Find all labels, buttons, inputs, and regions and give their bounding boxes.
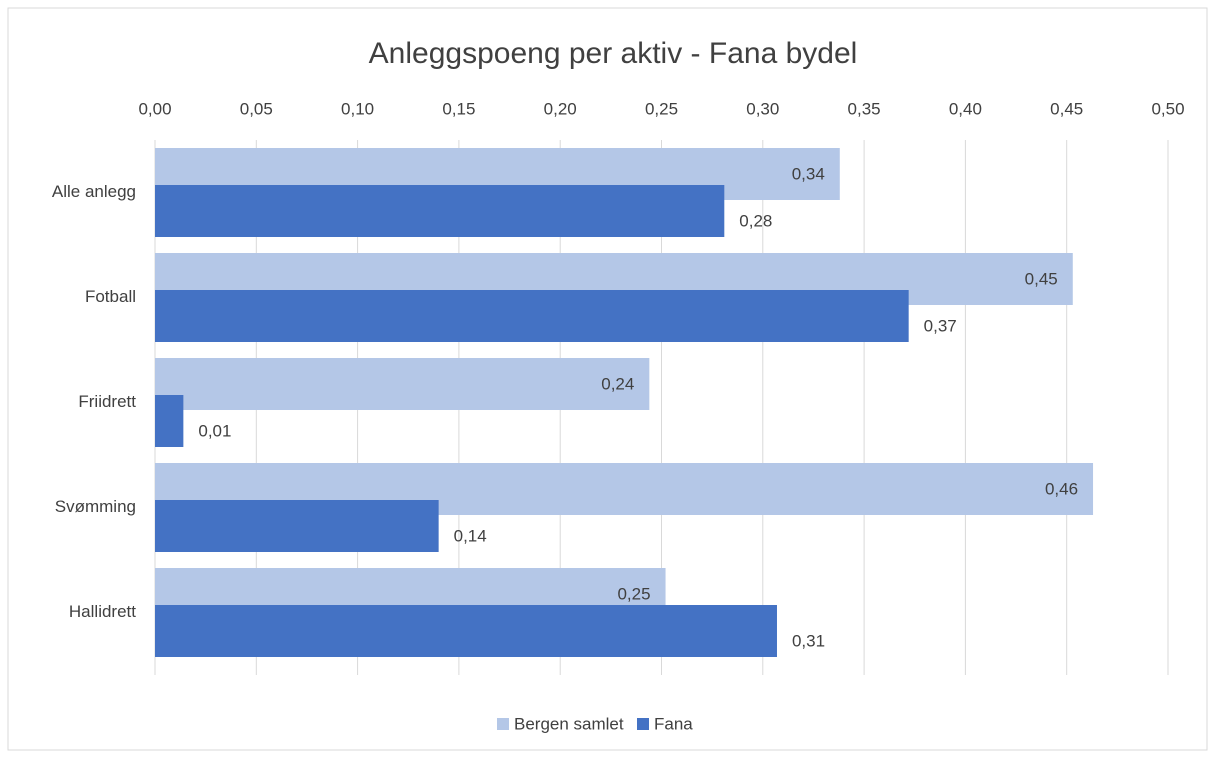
x-tick-label: 0,00 — [138, 99, 171, 118]
legend-label: Fana — [654, 714, 693, 733]
x-tick-label: 0,05 — [240, 99, 273, 118]
x-tick-label: 0,30 — [746, 99, 779, 118]
data-label: 0,45 — [1025, 269, 1058, 288]
data-label: 0,25 — [617, 584, 650, 603]
y-tick-label: Hallidrett — [69, 602, 136, 621]
data-label: 0,46 — [1045, 479, 1078, 498]
x-tick-label: 0,50 — [1151, 99, 1184, 118]
y-tick-label: Fotball — [85, 287, 136, 306]
bar — [155, 395, 184, 447]
data-label: 0,28 — [739, 211, 772, 230]
x-tick-label: 0,25 — [645, 99, 678, 118]
data-label: 0,14 — [454, 526, 487, 545]
data-label: 0,37 — [924, 316, 957, 335]
data-label: 0,34 — [792, 164, 825, 183]
bar — [155, 358, 650, 410]
x-tick-label: 0,45 — [1050, 99, 1083, 118]
legend-swatch — [637, 718, 649, 730]
y-tick-label: Svømming — [55, 497, 136, 516]
data-label: 0,31 — [792, 631, 825, 650]
x-tick-label: 0,15 — [442, 99, 475, 118]
legend-label: Bergen samlet — [514, 714, 624, 733]
bar — [155, 290, 909, 342]
data-label: 0,01 — [198, 421, 231, 440]
x-tick-label: 0,35 — [848, 99, 881, 118]
y-tick-label: Alle anlegg — [52, 182, 136, 201]
x-tick-label: 0,10 — [341, 99, 374, 118]
x-tick-label: 0,20 — [544, 99, 577, 118]
y-tick-label: Friidrett — [78, 392, 136, 411]
chart-title: Anleggspoeng per aktiv - Fana bydel — [369, 37, 858, 70]
bar — [155, 185, 725, 237]
bar — [155, 605, 777, 657]
data-label: 0,24 — [601, 374, 634, 393]
bar — [155, 500, 439, 552]
x-tick-label: 0,40 — [949, 99, 982, 118]
legend-swatch — [497, 718, 509, 730]
